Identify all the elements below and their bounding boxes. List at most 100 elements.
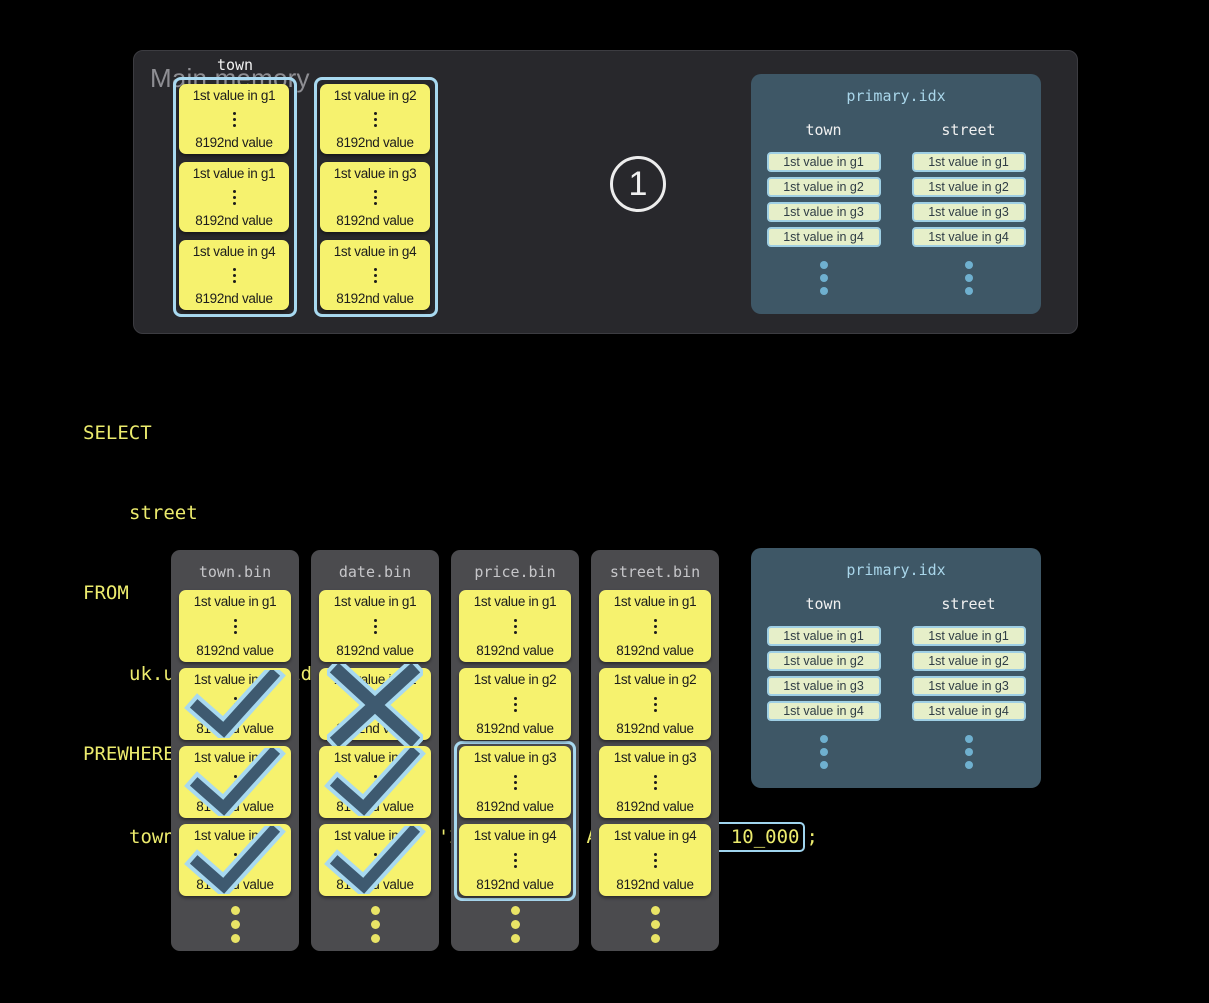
sql-line: SELECT: [83, 421, 152, 444]
idx-column-town: town 1st value in g1 1st value in g2 1st…: [766, 595, 881, 769]
granule-block: 1st value in g3 8192nd value: [319, 746, 431, 818]
granule-last-value: 8192nd value: [195, 291, 273, 306]
granule-block: 1st value in g2 8192nd value: [320, 84, 430, 154]
vertical-ellipsis-icon: [653, 852, 657, 868]
bin-panel-street: street.bin 1st value in g1 8192nd value …: [591, 550, 719, 951]
granule-block: 1st value in g1 8192nd value: [179, 590, 291, 662]
granule-last-value: 8192nd value: [616, 643, 694, 658]
granule-first-value: 1st value in g4: [193, 828, 277, 843]
ellipsis-dots: [819, 735, 828, 769]
granule-last-value: 8192nd value: [476, 799, 554, 814]
granule-last-value: 8192nd value: [616, 877, 694, 892]
granule-last-value: 8192nd value: [336, 135, 414, 150]
ellipsis-dots: [591, 906, 719, 943]
sql-terminator: ;: [806, 825, 818, 848]
idx-entry-chip: 1st value in g1: [766, 152, 881, 172]
selected-granules-outline: 1st value in g3 8192nd value 1st value i…: [454, 741, 576, 901]
granule-first-value: 1st value in g2: [193, 672, 277, 687]
idx-entry-chip: 1st value in g2: [766, 651, 881, 671]
bin-header: date.bin: [338, 563, 412, 581]
granule-block: 1st value in g3 8192nd value: [459, 746, 571, 818]
idx-entry-chip: 1st value in g3: [911, 676, 1026, 696]
granule-block: 1st value in g2 8192nd value: [179, 668, 291, 740]
idx-column-town: town 1st value in g1 1st value in g2 1st…: [766, 121, 881, 295]
granule-first-value: 1st value in g3: [613, 750, 697, 765]
town-column-label: town: [216, 56, 254, 74]
granule-last-value: 8192nd value: [476, 643, 554, 658]
vertical-ellipsis-icon: [373, 111, 377, 127]
idx-entry-chip: 1st value in g1: [911, 152, 1026, 172]
idx-entry-chip: 1st value in g1: [911, 626, 1026, 646]
granule-first-value: 1st value in g4: [192, 244, 276, 259]
main-memory-box: Main memory town 1st value in g1 8192nd …: [133, 50, 1078, 334]
granule-last-value: 8192nd value: [476, 877, 554, 892]
sql-line: PREWHERE: [83, 743, 175, 766]
granule-last-value: 8192nd value: [336, 291, 414, 306]
granule-first-value: 1st value in g4: [333, 828, 417, 843]
idx-column-label: town: [805, 595, 842, 613]
granule-first-value: 1st value in g1: [333, 594, 417, 609]
idx-column-label: street: [941, 121, 996, 139]
vertical-ellipsis-icon: [233, 774, 237, 790]
primary-idx-panel-bottom: primary.idx town 1st value in g1 1st val…: [751, 548, 1041, 788]
granule-first-value: 1st value in g3: [193, 750, 277, 765]
granule-last-value: 8192nd value: [616, 799, 694, 814]
loaded-granules-frame-2: 1st value in g2 8192nd value 1st value i…: [314, 77, 438, 317]
vertical-ellipsis-icon: [373, 852, 377, 868]
granule-block: 1st value in g3 8192nd value: [320, 162, 430, 232]
granule-last-value: 8192nd value: [336, 213, 414, 228]
idx-entry-chip: 1st value in g4: [766, 701, 881, 721]
granule-last-value: 8192nd value: [195, 135, 273, 150]
vertical-ellipsis-icon: [653, 618, 657, 634]
bin-panel-town: town.bin 1st value in g1 8192nd value 1s…: [171, 550, 299, 951]
granule-block: 1st value in g1 8192nd value: [179, 84, 289, 154]
granule-first-value: 1st value in g4: [613, 828, 697, 843]
bin-header: town.bin: [198, 563, 272, 581]
vertical-ellipsis-icon: [373, 696, 377, 712]
vertical-ellipsis-icon: [513, 696, 517, 712]
vertical-ellipsis-icon: [232, 267, 236, 283]
ellipsis-dots: [451, 906, 579, 943]
granule-first-value: 1st value in g1: [193, 594, 277, 609]
granule-block: 1st value in g2 8192nd value: [599, 668, 711, 740]
granule-last-value: 8192nd value: [336, 877, 414, 892]
granule-last-value: 8192nd value: [196, 877, 274, 892]
granule-block: 1st value in g1 8192nd value: [599, 590, 711, 662]
granule-first-value: 1st value in g4: [333, 244, 417, 259]
loaded-granules-frame-1: 1st value in g1 8192nd value 1st value i…: [173, 77, 297, 317]
vertical-ellipsis-icon: [513, 852, 517, 868]
ellipsis-dots: [964, 735, 973, 769]
granule-block: 1st value in g4 8192nd value: [179, 240, 289, 310]
ellipsis-dots: [171, 906, 299, 943]
bin-panel-price: price.bin 1st value in g1 8192nd value 1…: [451, 550, 579, 951]
vertical-ellipsis-icon: [373, 189, 377, 205]
sql-line: FROM: [83, 582, 129, 605]
vertical-ellipsis-icon: [373, 618, 377, 634]
idx-column-street: street 1st value in g1 1st value in g2 1…: [911, 121, 1026, 295]
ellipsis-dots: [819, 261, 828, 295]
sql-line: street: [129, 501, 198, 524]
idx-entry-chip: 1st value in g1: [766, 626, 881, 646]
granule-last-value: 8192nd value: [196, 643, 274, 658]
granule-first-value: 1st value in g2: [473, 672, 557, 687]
granule-last-value: 8192nd value: [476, 721, 554, 736]
granule-first-value: 1st value in g4: [473, 828, 557, 843]
vertical-ellipsis-icon: [513, 618, 517, 634]
granule-last-value: 8192nd value: [196, 721, 274, 736]
granule-block: 1st value in g4 8192nd value: [319, 824, 431, 896]
granule-first-value: 1st value in g1: [613, 594, 697, 609]
vertical-ellipsis-icon: [233, 618, 237, 634]
idx-column-street: street 1st value in g1 1st value in g2 1…: [911, 595, 1026, 769]
granule-first-value: 1st value in g3: [473, 750, 557, 765]
granule-block: 1st value in g3 8192nd value: [179, 746, 291, 818]
vertical-ellipsis-icon: [373, 774, 377, 790]
idx-entry-chip: 1st value in g4: [911, 701, 1026, 721]
vertical-ellipsis-icon: [513, 774, 517, 790]
granule-first-value: 1st value in g2: [333, 88, 417, 103]
step-number: 1: [628, 164, 648, 203]
ellipsis-dots: [311, 906, 439, 943]
granule-block: 1st value in g3 8192nd value: [599, 746, 711, 818]
vertical-ellipsis-icon: [232, 189, 236, 205]
step-1-badge: 1: [610, 156, 666, 212]
